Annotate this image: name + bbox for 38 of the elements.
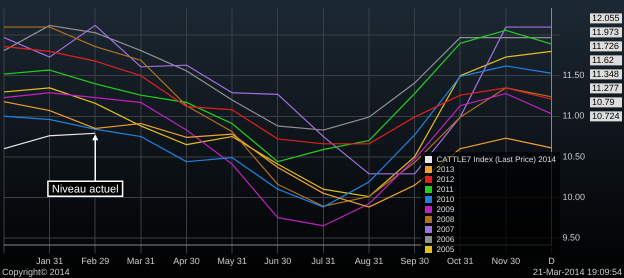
x-tick-label: Mar 31: [126, 256, 155, 266]
x-tick-label: Oct 31: [446, 256, 474, 266]
text: 11.348: [592, 68, 619, 79]
x-tick-label: Sep 30: [400, 256, 429, 266]
x-tick-label: Apr 30: [173, 256, 200, 266]
x-tick-label: Jun 30: [264, 256, 292, 266]
legend-label: 2013: [436, 164, 454, 174]
x-tick-label: Feb 29: [81, 256, 110, 266]
x-tick-label: Jan 31: [36, 256, 64, 266]
annotation: Niveau actuel: [52, 183, 119, 196]
x-tick-label: D: [548, 256, 556, 266]
text: 11.973: [592, 26, 619, 37]
legend-label: 2009: [436, 204, 454, 214]
text: 11.62: [592, 54, 614, 65]
text: 10.79: [592, 96, 615, 107]
y-tick-label: 10.50: [562, 151, 586, 162]
text: 11.726: [592, 40, 619, 51]
y-tick-label: 10.00: [562, 192, 586, 202]
legend-label: 2012: [436, 174, 454, 184]
x-tick-label: Nov 30: [492, 256, 520, 266]
legend-label: 2010: [436, 194, 454, 204]
y-tick-label: 11.00: [562, 110, 584, 121]
text: 12.055: [592, 12, 620, 23]
x-tick-label: May 31: [217, 256, 247, 266]
legend-label: 2011: [436, 184, 454, 194]
legend-label: 2008: [436, 214, 454, 224]
x-tick-label: Jul 31: [311, 256, 336, 266]
y-tick-label: 11.50: [562, 70, 584, 80]
text: Copyright© 2014: [2, 266, 70, 277]
text: 10.724: [592, 110, 620, 121]
legend-label: CATTLE7 Index (Last Price) 2014: [436, 154, 556, 164]
legend-label: 2006: [436, 234, 454, 244]
legend-label: 2007: [436, 224, 454, 234]
text: 21-Mar-2014 19:09:54: [532, 266, 622, 277]
text: 11.277: [592, 82, 619, 93]
x-tick-label: Aug 31: [354, 256, 384, 266]
y-tick-label: 9.50: [562, 232, 580, 242]
legend-label: 2005: [436, 244, 454, 254]
